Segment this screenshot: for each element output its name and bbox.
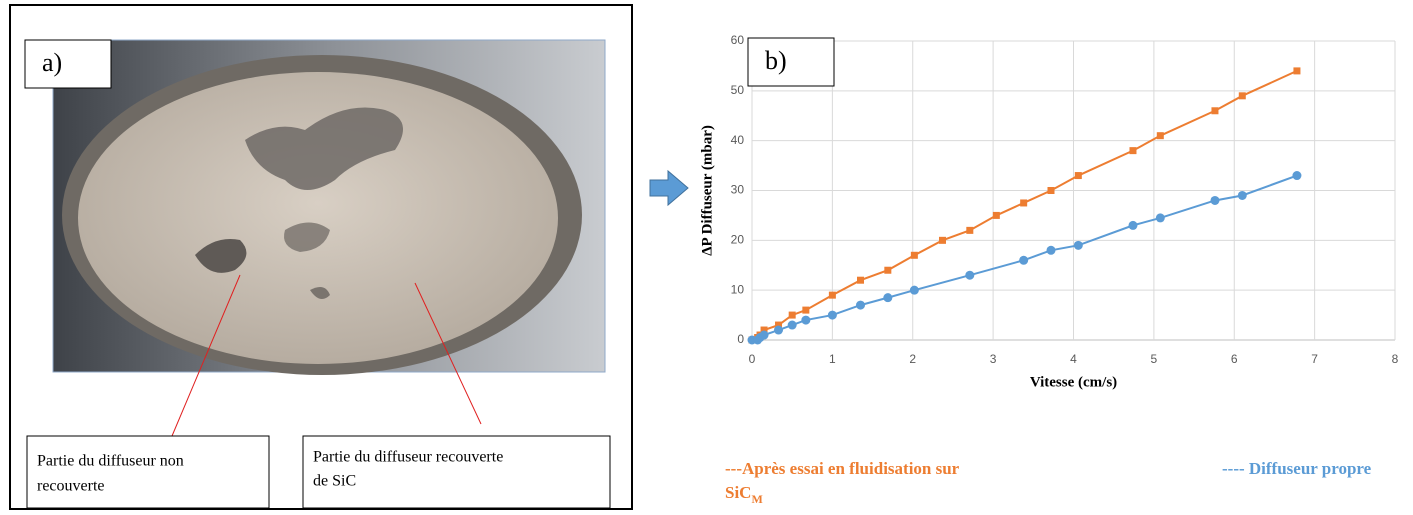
- annotation-box: [302, 435, 611, 509]
- x-tick-label: 8: [1392, 352, 1399, 366]
- pointer: [414, 282, 482, 425]
- x-tick-label: 2: [909, 352, 916, 366]
- point: [1293, 67, 1301, 75]
- point: [802, 306, 810, 314]
- point: [760, 326, 768, 334]
- y-tick-label: 40: [731, 133, 745, 147]
- point: [1074, 172, 1082, 180]
- point: [1128, 220, 1138, 230]
- point: [965, 270, 975, 280]
- x-tick-label: 1: [829, 352, 836, 366]
- point: [1073, 240, 1083, 250]
- point: [1046, 245, 1056, 255]
- legend-label: ---- Diffuseur propre: [1222, 459, 1372, 478]
- x-tick-label: 6: [1231, 352, 1238, 366]
- point: [910, 251, 918, 259]
- point: [938, 236, 946, 244]
- point: [828, 291, 836, 299]
- x-tick-label: 3: [990, 352, 997, 366]
- point: [1211, 107, 1219, 115]
- point: [883, 293, 893, 303]
- annotation: recouverte: [37, 478, 105, 495]
- point: [966, 226, 974, 234]
- x-axis-title: Vitesse (cm/s): [1030, 374, 1117, 390]
- legend-label: ---Après essai en fluidisation sur SiC: [725, 459, 960, 502]
- y-tick-label: 30: [731, 183, 745, 197]
- point: [759, 330, 769, 340]
- y-tick-label: 20: [731, 233, 745, 247]
- legend-label: M: [751, 492, 762, 506]
- point: [1020, 199, 1028, 207]
- point: [827, 310, 837, 320]
- x-tick-label: 5: [1151, 352, 1158, 366]
- annotation: de SiC: [313, 473, 356, 490]
- point: [801, 315, 811, 325]
- annotation-box: [26, 435, 270, 509]
- point: [1292, 171, 1302, 181]
- point: [1237, 190, 1247, 200]
- point: [774, 325, 784, 335]
- y-tick-label: 10: [731, 282, 745, 296]
- point: [1155, 213, 1165, 223]
- x-tick-label: 7: [1311, 352, 1318, 366]
- point: [1238, 92, 1246, 100]
- chart: 0 10 20 30 40 50 60 0 1 2 3 4 5 6 7 8 Vitesse (cm/s) ΔP D…: [699, 33, 1398, 506]
- point: [775, 321, 783, 329]
- y-axis-title: ΔP Diffuseur (mbar): [699, 125, 715, 256]
- point: [992, 211, 1000, 219]
- photo: [52, 39, 606, 375]
- point: [909, 285, 919, 295]
- annotation: Partie du diffuseur recouverte: [313, 449, 503, 466]
- point: [856, 300, 866, 310]
- y-tick-label: 0: [737, 332, 744, 346]
- point: [1156, 132, 1164, 140]
- y-tick-label: 50: [731, 83, 745, 97]
- point: [1129, 147, 1137, 155]
- annotation: Partie du diffuseur non: [37, 453, 184, 470]
- x-tick-label: 4: [1070, 352, 1077, 366]
- point: [1019, 255, 1029, 265]
- point: [857, 276, 865, 284]
- label-box: [747, 37, 835, 87]
- arrow: [649, 169, 689, 207]
- point: [1210, 195, 1220, 205]
- pointer: [171, 274, 241, 437]
- series-line: [751, 69, 1298, 341]
- panel-label: a): [42, 48, 62, 77]
- point: [884, 266, 892, 274]
- point: [787, 320, 797, 330]
- panel-label: b): [765, 46, 787, 75]
- label-box: [24, 39, 112, 89]
- point: [788, 311, 796, 319]
- x-tick-label: 0: [749, 352, 756, 366]
- point: [1047, 187, 1055, 194]
- y-tick-label: 60: [731, 33, 745, 47]
